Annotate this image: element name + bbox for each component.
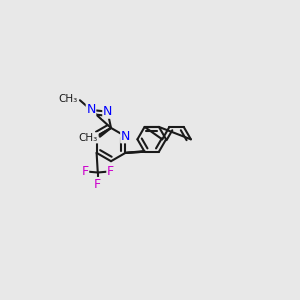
Text: F: F: [82, 165, 88, 178]
Text: F: F: [94, 178, 101, 190]
Text: N: N: [86, 103, 96, 116]
Text: N: N: [103, 105, 112, 118]
Text: N: N: [121, 130, 130, 143]
Text: CH₃: CH₃: [79, 133, 98, 143]
Text: CH₃: CH₃: [58, 94, 78, 104]
Text: F: F: [107, 165, 114, 178]
